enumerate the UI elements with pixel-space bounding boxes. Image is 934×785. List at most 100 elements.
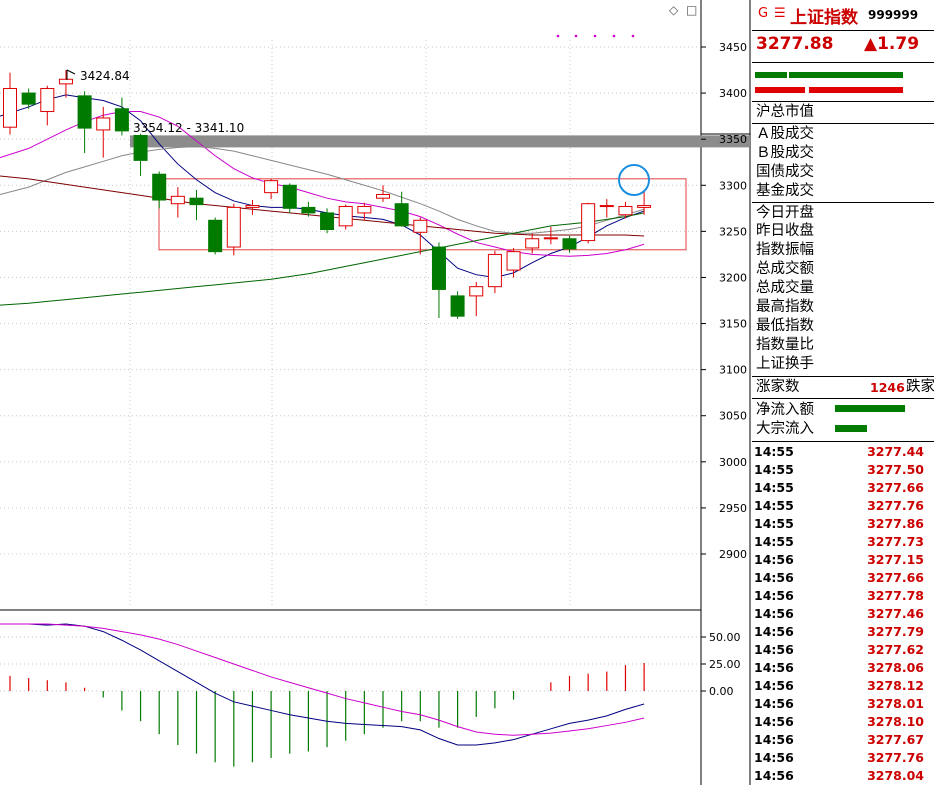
tick-price: 3277.50 <box>867 462 924 477</box>
high-label: 最高指数 <box>756 299 814 315</box>
net-inflow-bar <box>835 405 905 412</box>
tick-price: 3278.12 <box>867 678 924 693</box>
tick-row: 14:55 3277.50 <box>752 461 934 479</box>
amplitude-label: 指数振幅 <box>756 242 814 258</box>
candle[interactable] <box>618 201 633 219</box>
candle[interactable] <box>394 191 409 227</box>
tick-row: 14:56 3277.15 <box>752 551 934 569</box>
candle[interactable] <box>320 208 335 234</box>
candle[interactable] <box>245 200 260 215</box>
up-count-value: 1246 <box>870 380 905 395</box>
candle[interactable] <box>413 217 428 255</box>
candle[interactable] <box>208 217 223 255</box>
y-tick-label: 3350 <box>719 133 747 146</box>
y-tick-label: 3300 <box>719 179 747 192</box>
candle[interactable] <box>469 282 484 317</box>
candle[interactable] <box>301 201 316 217</box>
tick-price: 3278.01 <box>867 696 924 711</box>
candle[interactable] <box>58 70 73 98</box>
open-label: 今日开盘 <box>756 205 814 221</box>
candle[interactable] <box>487 250 502 294</box>
tick-row: 14:55 3277.86 <box>752 515 934 533</box>
g-icon[interactable]: G <box>758 6 769 21</box>
ma-line-2 <box>0 146 645 234</box>
kline-chart[interactable]: 3450 3400 3350 3300 3250 3200 3150 3100 3050 3000… <box>0 0 752 785</box>
candle[interactable] <box>96 106 111 158</box>
tick-price: 3278.06 <box>867 660 924 675</box>
tick-time: 14:55 <box>754 444 794 459</box>
y-tick-label: 3200 <box>719 271 747 284</box>
bond-volume-label: 国债成交 <box>756 164 814 180</box>
index-code: 999999 <box>868 8 919 22</box>
candle[interactable] <box>152 171 167 209</box>
candle[interactable] <box>506 247 521 278</box>
tick-price: 3277.44 <box>867 444 924 459</box>
tick-time: 14:55 <box>754 534 794 549</box>
candle[interactable] <box>114 97 129 136</box>
square-icon[interactable]: □ <box>686 3 697 17</box>
candle[interactable] <box>431 242 446 319</box>
candle[interactable] <box>599 199 614 218</box>
y-tick-label: 2950 <box>719 502 747 515</box>
tick-time: 14:56 <box>754 570 794 585</box>
turnover-amount-label: 总成交额 <box>756 261 814 277</box>
candle[interactable] <box>581 202 596 244</box>
turnover-volume-label: 总成交量 <box>756 280 814 296</box>
candle[interactable] <box>3 72 17 135</box>
y-tick-label: 3250 <box>719 225 747 238</box>
candle[interactable] <box>338 204 353 230</box>
tick-time: 14:56 <box>754 696 794 711</box>
a-share-volume-label: Ａ股成交 <box>756 126 814 142</box>
tick-row: 14:55 3277.44 <box>752 443 934 461</box>
candle[interactable] <box>357 202 372 221</box>
bar-red-2 <box>809 87 903 93</box>
candle[interactable] <box>637 191 652 215</box>
signal-dots <box>556 34 635 38</box>
candle[interactable] <box>189 189 204 221</box>
candle[interactable] <box>133 133 148 177</box>
tick-time: 14:56 <box>754 552 794 567</box>
candle[interactable] <box>170 187 185 218</box>
candle[interactable] <box>282 183 297 213</box>
tick-time: 14:56 <box>754 678 794 693</box>
tick-row: 14:56 3278.12 <box>752 677 934 695</box>
candle[interactable] <box>562 235 577 253</box>
diamond-icon[interactable]: ◇ <box>669 3 679 17</box>
low-label: 最低指数 <box>756 318 814 334</box>
candle[interactable] <box>264 178 279 200</box>
candle[interactable] <box>525 233 540 254</box>
candle[interactable] <box>543 226 558 245</box>
tick-price: 3277.66 <box>867 570 924 585</box>
candle[interactable] <box>40 85 55 126</box>
tick-time: 14:55 <box>754 498 794 513</box>
prev-close-label: 昨日收盘 <box>756 223 814 239</box>
macd-y-tick-label: 25.00 <box>709 658 741 671</box>
list-icon[interactable]: ☰ <box>774 6 786 21</box>
tick-price: 3278.10 <box>867 714 924 729</box>
macd-y-tick-label: 50.00 <box>709 631 741 644</box>
tick-row: 14:56 3277.79 <box>752 623 934 641</box>
fund-volume-label: 基金成交 <box>756 183 814 199</box>
consolidation-box <box>158 178 687 251</box>
candle[interactable] <box>77 91 92 154</box>
tick-time: 14:56 <box>754 714 794 729</box>
candle[interactable] <box>450 291 465 319</box>
bar-green-1 <box>755 72 787 78</box>
tick-price: 3277.78 <box>867 588 924 603</box>
divider <box>752 398 934 399</box>
tick-row: 14:56 3278.04 <box>752 767 934 785</box>
total-cap-label: 沪总市值 <box>756 104 814 120</box>
candle[interactable] <box>376 185 390 202</box>
candle[interactable] <box>226 203 241 256</box>
volume-ratio-label: 指数量比 <box>756 337 814 353</box>
tick-row: 14:56 3278.01 <box>752 695 934 713</box>
tick-time: 14:55 <box>754 480 794 495</box>
y-tick-label: 3400 <box>719 87 747 100</box>
up-count-label: 涨家数 <box>756 379 800 395</box>
price-change: ▲1.79 <box>864 34 920 54</box>
tick-time: 14:56 <box>754 732 794 747</box>
candle[interactable] <box>21 88 36 109</box>
divider <box>752 101 934 102</box>
tick-row: 14:56 3277.66 <box>752 569 934 587</box>
y-tick-label: 2900 <box>719 548 747 561</box>
